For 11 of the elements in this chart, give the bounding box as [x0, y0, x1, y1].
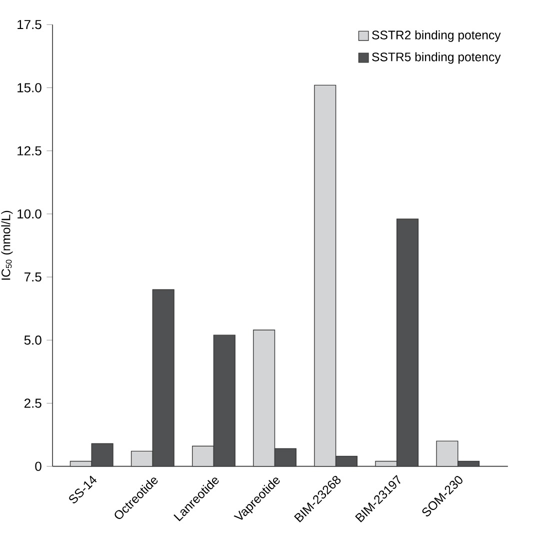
y-tick-label: 17.5	[18, 20, 42, 30]
y-axis-title: IC$_{50}$ (nmol/L)	[1, 210, 13, 280]
y-tick-label: 0	[35, 462, 42, 471]
y-tick-label: 12.5	[18, 146, 42, 156]
y-tick-label: 15.0	[18, 83, 42, 92]
y-tick-label: 7.5	[24, 272, 42, 282]
legend-label: SSTR5 binding potency	[372, 52, 501, 64]
y-tick-label: 10.0	[18, 209, 42, 219]
legend-label: SSTR2 binding potency	[372, 30, 501, 42]
y-tick-label: 5.0	[24, 336, 42, 345]
y-tick-label: 2.5	[24, 398, 42, 408]
